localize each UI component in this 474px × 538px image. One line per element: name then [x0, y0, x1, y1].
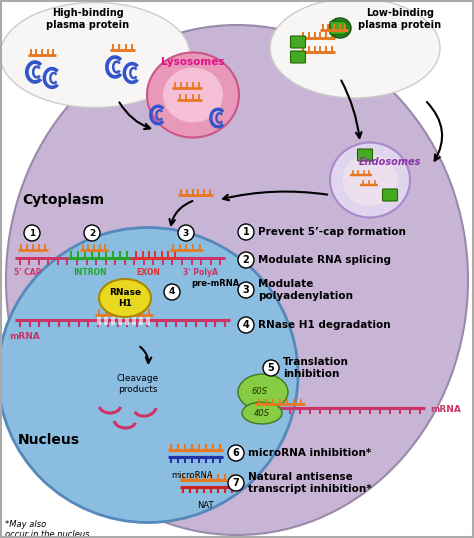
- Text: microRNA inhibition*: microRNA inhibition*: [248, 448, 371, 458]
- Ellipse shape: [147, 53, 239, 138]
- Circle shape: [238, 224, 254, 240]
- Text: mRNA: mRNA: [430, 406, 461, 414]
- Bar: [118, 315, 122, 325]
- Ellipse shape: [343, 154, 398, 206]
- Bar: [139, 315, 143, 325]
- Text: 5' CAP: 5' CAP: [14, 268, 42, 277]
- FancyBboxPatch shape: [291, 36, 306, 48]
- Text: INTRON: INTRON: [73, 268, 107, 277]
- Bar: [125, 315, 129, 325]
- Circle shape: [238, 282, 254, 298]
- Text: High-binding
plasma protein: High-binding plasma protein: [46, 8, 129, 30]
- Circle shape: [228, 475, 244, 491]
- Text: 3: 3: [243, 285, 249, 295]
- Text: *May also
occur in the nucleus: *May also occur in the nucleus: [5, 520, 90, 538]
- Circle shape: [228, 445, 244, 461]
- Ellipse shape: [242, 402, 282, 424]
- Text: Modulate RNA splicing: Modulate RNA splicing: [258, 255, 391, 265]
- Text: pre-mRNA: pre-mRNA: [191, 279, 239, 288]
- FancyBboxPatch shape: [357, 149, 373, 161]
- Text: Low-binding
plasma protein: Low-binding plasma protein: [358, 8, 442, 30]
- Text: mRNA: mRNA: [9, 332, 40, 341]
- Text: 1: 1: [243, 227, 249, 237]
- Circle shape: [263, 360, 279, 376]
- Text: 40S: 40S: [254, 408, 270, 417]
- Text: EXON: EXON: [136, 268, 160, 277]
- Text: 3: 3: [183, 229, 189, 237]
- Text: Nucleus: Nucleus: [18, 433, 80, 447]
- Circle shape: [238, 317, 254, 333]
- Text: 5: 5: [268, 363, 274, 373]
- Text: Cytoplasm: Cytoplasm: [22, 193, 104, 207]
- Ellipse shape: [238, 374, 288, 410]
- Text: 2: 2: [243, 255, 249, 265]
- Bar: [97, 315, 101, 325]
- Bar: [111, 315, 115, 325]
- Ellipse shape: [0, 3, 190, 108]
- Text: Natural antisense
transcript inhibition*: Natural antisense transcript inhibition*: [248, 472, 372, 494]
- Circle shape: [24, 225, 40, 241]
- Ellipse shape: [330, 143, 410, 217]
- Text: 4: 4: [169, 287, 175, 296]
- FancyBboxPatch shape: [330, 22, 346, 34]
- Ellipse shape: [0, 228, 298, 522]
- Text: RNase
H1: RNase H1: [109, 288, 141, 308]
- Text: 3' PolyA: 3' PolyA: [182, 268, 218, 277]
- Text: RNase H1 degradation: RNase H1 degradation: [258, 320, 391, 330]
- Circle shape: [164, 284, 180, 300]
- Text: Translation
inhibition: Translation inhibition: [283, 357, 349, 379]
- Text: Modulate
polyadenylation: Modulate polyadenylation: [258, 279, 353, 301]
- Ellipse shape: [163, 67, 223, 123]
- Ellipse shape: [270, 0, 440, 98]
- FancyBboxPatch shape: [291, 51, 306, 63]
- Bar: [146, 315, 150, 325]
- Text: 4: 4: [243, 320, 249, 330]
- Text: 1: 1: [29, 229, 35, 237]
- Text: 6: 6: [233, 448, 239, 458]
- Text: microRNA: microRNA: [171, 471, 213, 480]
- Text: Lysosomes: Lysosomes: [161, 57, 225, 67]
- FancyBboxPatch shape: [383, 189, 398, 201]
- Ellipse shape: [99, 279, 151, 317]
- Circle shape: [84, 225, 100, 241]
- Text: 2: 2: [89, 229, 95, 237]
- Text: Prevent 5’-cap formation: Prevent 5’-cap formation: [258, 227, 406, 237]
- Text: NAT: NAT: [197, 501, 213, 510]
- Text: Cleavage
products: Cleavage products: [117, 374, 159, 394]
- Text: 7: 7: [233, 478, 239, 488]
- Ellipse shape: [329, 18, 351, 38]
- Ellipse shape: [6, 25, 468, 535]
- Text: 60S: 60S: [252, 387, 268, 397]
- Bar: [104, 315, 108, 325]
- Text: Endosomes: Endosomes: [359, 157, 421, 167]
- Circle shape: [178, 225, 194, 241]
- Bar: [132, 315, 136, 325]
- Circle shape: [238, 252, 254, 268]
